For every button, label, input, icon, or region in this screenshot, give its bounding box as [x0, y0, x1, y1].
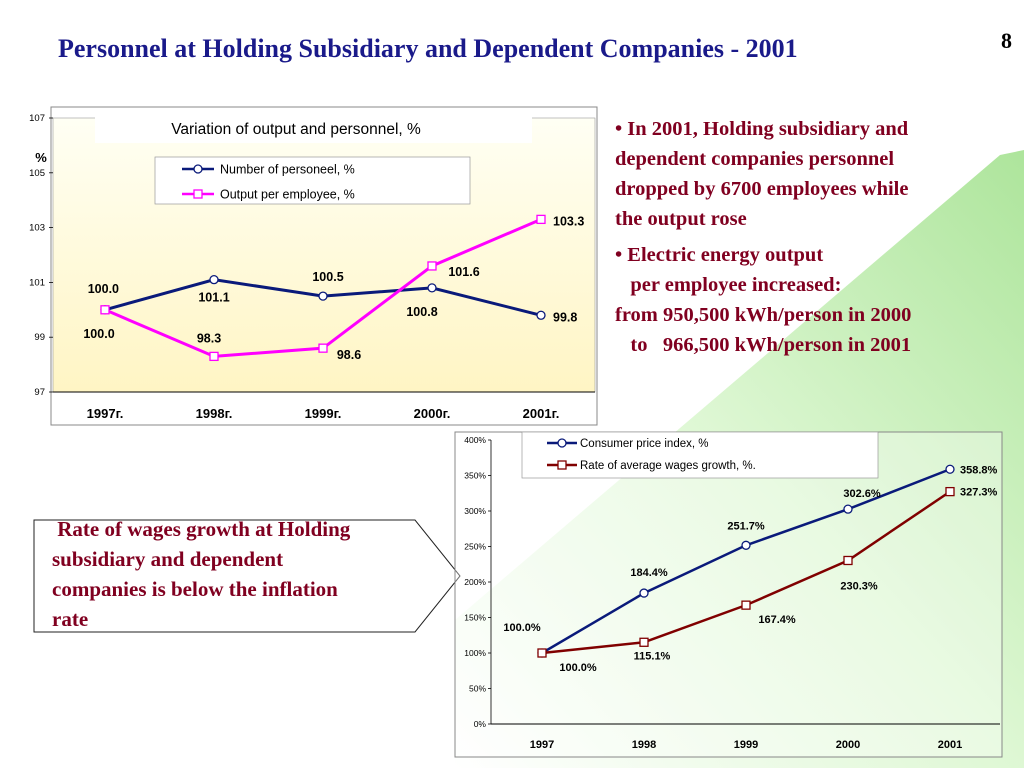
bullet-personnel-line-2: dependent companies personnel: [615, 148, 895, 170]
chart1-data-label: 100.0: [83, 327, 114, 341]
chart2-data-label: 100.0%: [559, 662, 597, 674]
chart2-data-point: [741, 600, 751, 610]
chart1-legend-marker: [193, 164, 203, 174]
chart1-data-label: 98.6: [337, 348, 361, 362]
chart2-x-tick-label: 2000: [836, 739, 860, 751]
chart1-data-label: 101.1: [198, 291, 229, 305]
chart2-data-label: 327.3%: [960, 487, 998, 499]
chart2-data-label: 230.3%: [840, 580, 878, 592]
chart1-data-label: 100.5: [312, 270, 343, 284]
callout-line-1: Rate of wages growth at Holding: [52, 517, 351, 541]
chart1-data-label: 100.8: [406, 305, 437, 319]
chart2-data-label: 251.7%: [727, 520, 765, 532]
chart2-data-label: 100.0%: [503, 622, 541, 634]
chart1-x-tick-label: 1998г.: [196, 406, 233, 421]
chart2-y-tick-label: 0%: [474, 719, 487, 729]
chart1-legend-marker: [193, 189, 203, 199]
chart1-data-label: 99.8: [553, 310, 577, 324]
chart2-data-point: [945, 486, 955, 497]
chart2-y-tick-label: 50%: [469, 684, 486, 694]
callout-text: Rate of wages growth at Holding subsidia…: [52, 514, 424, 634]
chart2-data-label: 358.8%: [960, 464, 998, 476]
chart2-data-label: 302.6%: [843, 488, 881, 500]
chart1-y-tick-label: 99: [34, 332, 45, 343]
chart1-data-label: 100.0: [88, 282, 119, 296]
chart2-y-tick-label: 100%: [464, 648, 486, 658]
chart1-y-tick-label: 97: [34, 387, 45, 398]
chart2-x-tick-label: 2001: [938, 739, 962, 751]
chart1-x-tick-label: 2000г.: [414, 406, 451, 421]
chart2-data-point: [741, 540, 751, 550]
chart1-legend-label: Number of personeel, %: [220, 163, 355, 177]
chart2-data-point: [639, 637, 649, 647]
chart2-x-tick-label: 1999: [734, 739, 758, 751]
chart1-data-point: [427, 261, 437, 271]
callout-line-4: rate: [52, 607, 89, 631]
chart2-data-label: 184.4%: [630, 567, 668, 579]
chart2-y-tick-label: 400%: [464, 435, 486, 445]
chart2-data-point: [843, 504, 853, 514]
page-title: Personnel at Holding Subsidiary and Depe…: [58, 34, 798, 63]
chart2-y-tick-label: 350%: [464, 471, 486, 481]
chart1-data-point: [209, 275, 219, 285]
chart2-y-tick-label: 300%: [464, 506, 486, 516]
chart1-data-label: 103.3: [553, 214, 584, 228]
chart1-y-tick-label: 103: [29, 223, 45, 234]
chart2-legend-box: [521, 431, 879, 479]
callout-line-2: subsidiary and dependent: [52, 547, 284, 571]
bullet-energy-line-2: per employee increased:: [615, 274, 842, 296]
chart2-data-label: 115.1%: [634, 650, 671, 662]
chart2-data-label: 167.4%: [758, 614, 796, 626]
slide-number: 8: [1001, 28, 1012, 53]
chart2-data-point: [843, 555, 853, 566]
chart2-data-point: [639, 588, 649, 598]
chart1-data-point: [209, 351, 219, 362]
chart2-data-point: [537, 648, 547, 658]
chart2-legend-marker: [557, 438, 567, 448]
chart1-data-label: 101.6: [448, 265, 479, 279]
chart1-title: Variation of output and personnel, %: [171, 121, 421, 138]
chart2-y-tick-label: 150%: [464, 613, 486, 623]
chart1-data-label: 98.3: [197, 331, 221, 345]
chart1-title-box: [95, 113, 532, 143]
chart1-y-tick-label: 105: [29, 168, 45, 179]
chart1-y-tick-label: 107: [29, 113, 45, 124]
chart2-x-tick-label: 1998: [632, 739, 656, 751]
chart1-x-tick-label: 1999г.: [305, 406, 342, 421]
bullet-personnel-line-3: dropped by 6700 employees while: [615, 178, 909, 200]
bullet-list: • In 2001, Holding subsidiary and depend…: [615, 114, 1015, 360]
chart2-legend-marker: [557, 460, 567, 470]
bullet-energy-line-4: to 966,500 kWh/person in 2001: [615, 334, 912, 356]
chart1-data-point: [318, 343, 328, 353]
chart1-data-point: [427, 283, 437, 293]
chart1-x-tick-label: 1997г.: [87, 406, 124, 421]
chart1-data-point: [100, 305, 110, 315]
chart1-data-point: [318, 291, 328, 301]
chart1-legend-label: Output per employee, %: [220, 188, 355, 202]
chart1-legend-box: [154, 156, 471, 205]
bullet-energy-line-1: • Electric energy output: [615, 244, 824, 266]
chart2-legend-label: Rate of average wages growth, %.: [580, 460, 756, 472]
chart2-y-tick-label: 250%: [464, 542, 486, 552]
chart1-y-tick-label: 101: [29, 277, 45, 288]
chart1-data-point: [536, 214, 546, 225]
bullet-energy-line-3: from 950,500 kWh/person in 2000: [615, 304, 912, 326]
chart2-data-point: [945, 464, 955, 474]
chart1-data-point: [536, 310, 546, 320]
chart1-ylabel: %: [35, 150, 47, 165]
chart2-frame: [454, 431, 1003, 758]
chart1-x-tick-label: 2001г.: [523, 406, 560, 421]
bullet-personnel-line-1: • In 2001, Holding subsidiary and: [615, 118, 909, 140]
chart2-x-tick-label: 1997: [530, 739, 554, 751]
bullet-personnel-line-4: the output rose: [615, 208, 747, 230]
callout-line-3: companies is below the inflation: [52, 577, 338, 601]
chart2-legend-label: Consumer price index, %: [580, 438, 708, 450]
chart2-y-tick-label: 200%: [464, 577, 486, 587]
